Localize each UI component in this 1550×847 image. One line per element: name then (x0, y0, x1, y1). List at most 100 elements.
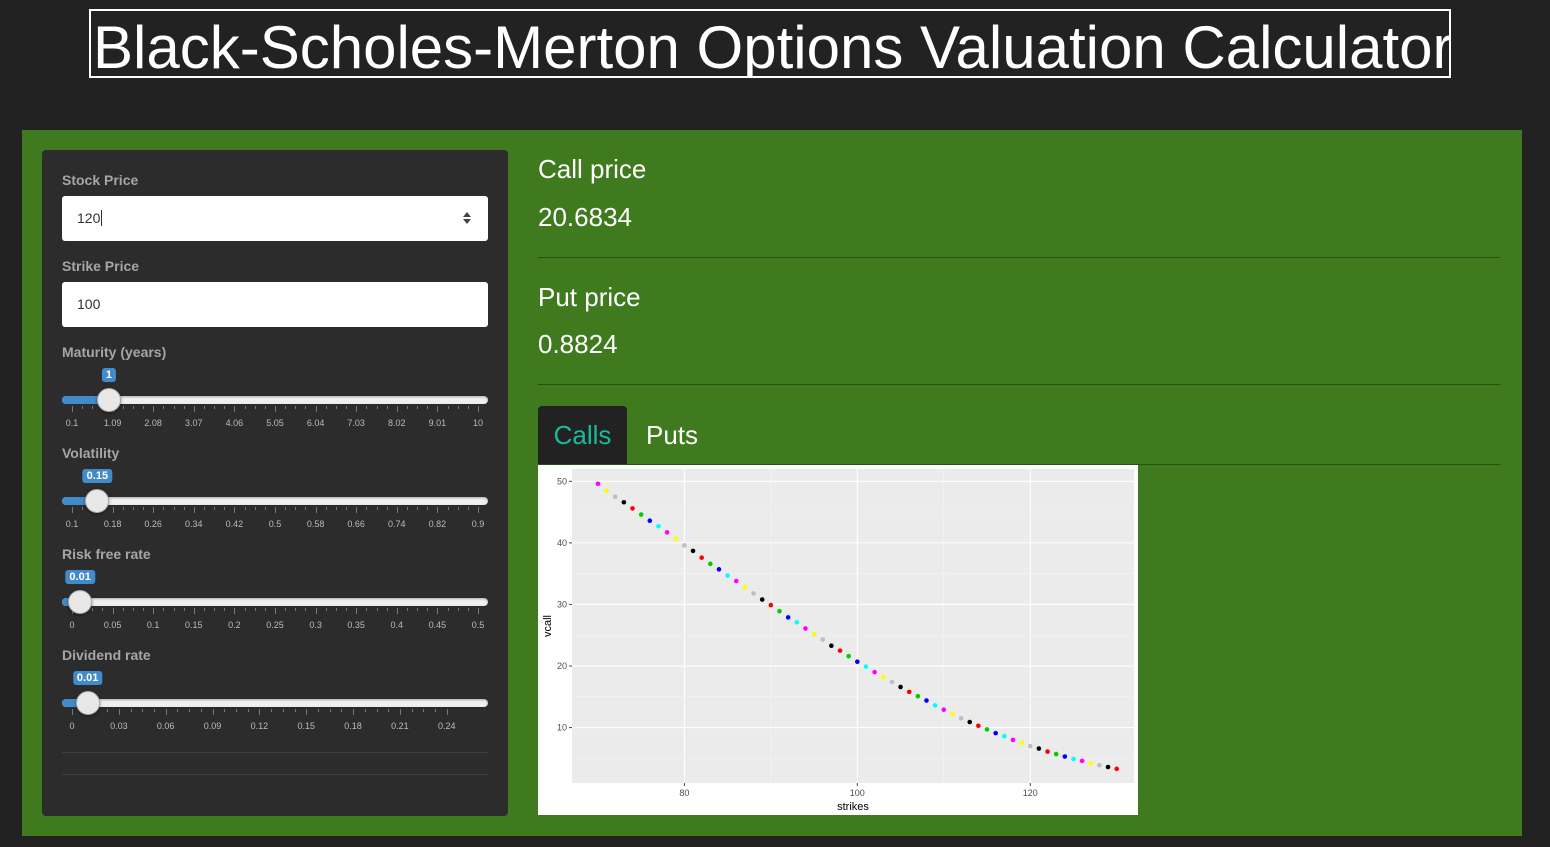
slider-tick (437, 507, 439, 513)
slider-tick (112, 608, 114, 614)
data-point (785, 615, 791, 620)
tab-puts[interactable]: Puts (646, 420, 699, 450)
slider-tick-label: 0.5 (268, 519, 282, 529)
slider-minor-tick (183, 608, 185, 611)
data-point (1045, 749, 1050, 754)
slider-value-bubble: 0.01 (72, 671, 103, 685)
slider-tick (153, 507, 155, 513)
data-point (984, 727, 990, 732)
slider-minor-tick (417, 507, 419, 510)
data-point (673, 536, 679, 541)
volatility-slider[interactable]: 0.15 0.1 0.18 0.26 0.34 0.42 0.5 0.58 0.66 0.74 0.… (62, 469, 488, 543)
slider-tick (478, 608, 479, 614)
slider-minor-tick (132, 406, 134, 409)
slider-ticks: 0 0.05 0.1 0.15 0.2 0.25 0.3 0.35 0.4 0.45 0.5 (62, 608, 488, 630)
slider-minor-tick (122, 507, 124, 510)
dividend-slider[interactable]: 0.01 0 0.03 0.06 0.09 0.12 0.15 0.18 0.21 0.24 (62, 671, 488, 745)
slider-tick-label: 0.1 (65, 418, 79, 428)
y-tick-label: 50 (557, 476, 567, 486)
slider-handle[interactable] (75, 691, 100, 715)
maturity-slider[interactable]: 1 0.1 1.09 2.08 3.07 4.06 5.05 6.04 7.03 8.02 9.01… (62, 368, 488, 442)
strike-price-input[interactable]: 100 (62, 282, 488, 327)
slider-minor-tick (173, 406, 175, 409)
data-point (941, 707, 947, 713)
slider-ticks: 0.1 0.18 0.26 0.34 0.42 0.5 0.58 0.66 0.74 0.82 0.… (62, 507, 488, 529)
slider-tick (396, 507, 398, 513)
slider-tick (193, 507, 195, 513)
slider-tick-label: 0.15 (185, 620, 203, 630)
slider-minor-tick (244, 507, 246, 510)
slider-minor-tick (143, 507, 145, 510)
slider-tick (446, 709, 448, 715)
data-point (794, 620, 800, 625)
data-point (612, 494, 618, 500)
slider-minor-tick (305, 608, 307, 611)
slider-minor-tick (177, 709, 179, 712)
slider-minor-tick (325, 507, 327, 510)
slider-minor-tick (224, 406, 226, 409)
slider-minor-tick (244, 608, 246, 611)
y-tick-label: 40 (557, 538, 567, 548)
slider-minor-tick (346, 406, 348, 409)
spinner-arrows-icon[interactable] (462, 210, 472, 226)
slider-minor-tick (285, 507, 287, 510)
slider-track[interactable] (62, 699, 488, 707)
slider-minor-tick (406, 406, 408, 409)
stock-price-input[interactable]: 120 (62, 196, 488, 241)
data-point (855, 659, 860, 665)
data-point (777, 608, 782, 614)
slider-tick (153, 406, 155, 412)
slider-handle[interactable] (85, 489, 110, 513)
slider-tick-label: 0.74 (388, 519, 406, 529)
data-point (958, 716, 964, 721)
slider-minor-tick (224, 709, 226, 712)
slider-minor-tick (457, 608, 459, 611)
tab-calls[interactable]: Calls (538, 406, 627, 464)
data-point (595, 481, 601, 487)
slider-tick (72, 507, 73, 513)
data-point (656, 523, 661, 529)
slider-tick (118, 709, 120, 715)
slider-minor-tick (264, 406, 266, 409)
slider-track[interactable] (62, 598, 488, 606)
data-point (733, 578, 739, 584)
data-point (716, 567, 722, 572)
data-point (889, 679, 895, 685)
slider-minor-tick (427, 507, 429, 510)
slider-tick (437, 406, 439, 412)
slider-minor-tick (224, 507, 226, 510)
data-point (837, 648, 843, 653)
slider-track[interactable] (62, 396, 488, 404)
slider-tick-label: 0.9 (471, 519, 485, 529)
data-point (863, 664, 869, 669)
data-point (1071, 756, 1076, 762)
slider-tick (72, 406, 73, 412)
data-point (993, 730, 998, 736)
x-tick-label: 80 (679, 788, 689, 798)
text-cursor (101, 210, 103, 226)
divider (62, 774, 488, 775)
risk-free-slider[interactable]: 0.01 0 0.05 0.1 0.15 0.2 0.25 0.3 0.35 0.4 0.45 0.5 (62, 570, 488, 644)
slider-handle[interactable] (68, 590, 93, 614)
slider-minor-tick (295, 608, 297, 611)
slider-tick (112, 507, 114, 513)
slider-minor-tick (406, 608, 408, 611)
slider-track[interactable] (62, 497, 488, 505)
slider-minor-tick (457, 507, 459, 510)
slider-minor-tick (285, 608, 287, 611)
slider-handle[interactable] (96, 388, 121, 412)
slider-minor-tick (247, 709, 249, 712)
slider-tick-label: 0.1 (146, 620, 160, 630)
slider-minor-tick (411, 709, 413, 712)
slider-minor-tick (295, 406, 297, 409)
slider-minor-tick (173, 507, 175, 510)
slider-tick-label: 7.03 (347, 418, 365, 428)
slider-minor-tick (214, 406, 216, 409)
put-price-value: 0.8824 (538, 329, 618, 359)
data-point (803, 626, 808, 631)
data-point (1027, 743, 1033, 749)
slider-minor-tick (295, 507, 297, 510)
data-point (1079, 758, 1085, 764)
slider-tick-label: 0.2 (228, 620, 241, 630)
data-point (1062, 754, 1068, 759)
